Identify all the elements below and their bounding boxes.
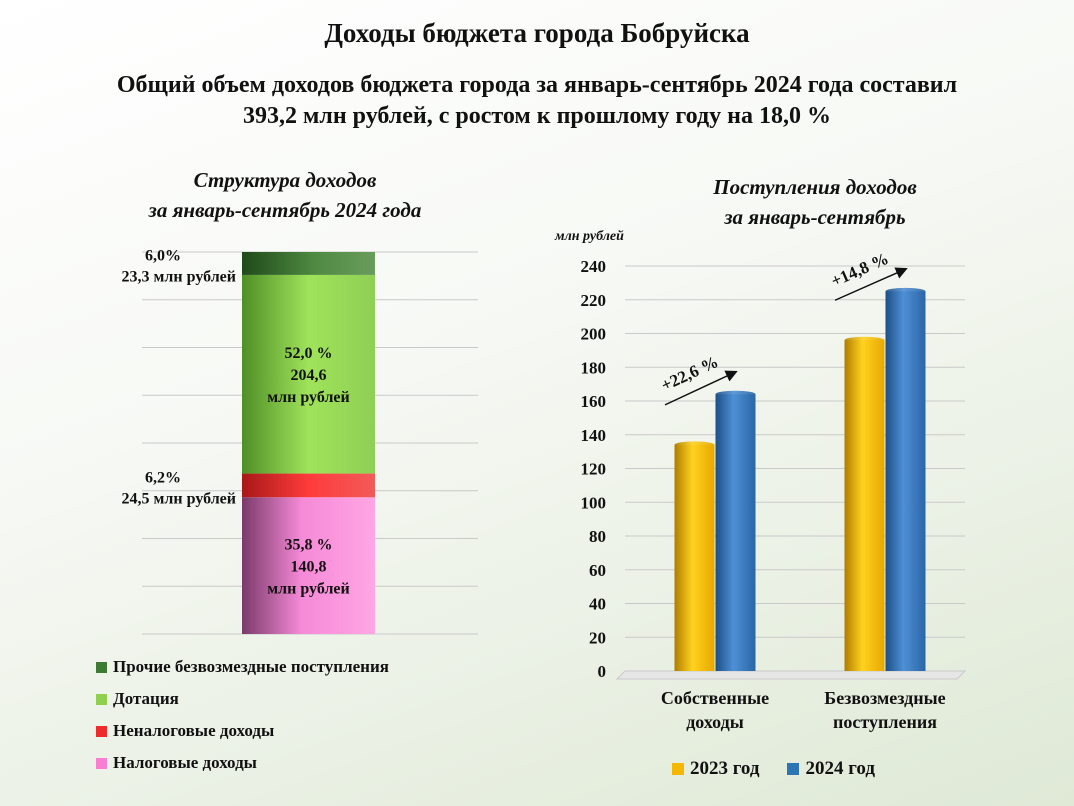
y-tick-label: 20 <box>589 628 606 647</box>
y-tick-label: 240 <box>581 257 607 276</box>
segment-nontax-value-label: 24,5 млн рублей <box>122 490 236 507</box>
subtitle-line-2: 393,2 млн рублей, с ростом к прошлому го… <box>243 103 831 129</box>
segment-tax-label: 140,8 <box>291 559 327 576</box>
structure-title-line-2: за январь-сентябрь 2024 года <box>148 198 422 222</box>
legend-item-2024: 2024 год <box>787 758 875 780</box>
legend-item-2023: 2023 год <box>672 758 759 780</box>
bar-2024-gratuitous-receipts <box>885 291 926 671</box>
x-category-label-own-revenue: Собственные <box>661 688 769 708</box>
segment-tax-label: млн рублей <box>267 581 349 598</box>
legend-label-tax: Налоговые доходы <box>113 753 257 772</box>
legend-label-2023: 2023 год <box>690 758 760 779</box>
legend-item-dotation: Дотация <box>96 688 389 710</box>
legend-label-2024: 2024 год <box>805 758 875 779</box>
segment-tax <box>242 497 375 634</box>
revenue-title-line-2: за январь-сентябрь <box>724 205 906 229</box>
legend-item-tax: Налоговые доходы <box>96 752 389 774</box>
y-tick-label: 140 <box>581 426 607 445</box>
y-tick-label: 100 <box>581 493 607 512</box>
structure-chart-title: Структура доходов за январь-сентябрь 202… <box>90 165 480 225</box>
segment-tax-label: 35,8 % <box>285 537 333 554</box>
bar-2024-own-revenue <box>715 394 756 671</box>
revenue-title-line-1: Поступления доходов <box>713 175 917 199</box>
legend-item-nontax: Неналоговые доходы <box>96 720 389 742</box>
structure-legend: Прочие безвозмездные поступления Дотация… <box>96 656 389 784</box>
bar-2024-gratuitous-receipts-cap <box>885 287 926 295</box>
legend-label-nontax: Неналоговые доходы <box>113 721 275 740</box>
page-subtitle: Общий объем доходов бюджета города за ян… <box>40 70 1034 132</box>
revenue-chart-title: Поступления доходов за январь-сентябрь <box>590 172 1040 232</box>
bar-2023-gratuitous-receipts <box>844 340 885 671</box>
y-tick-label: 200 <box>581 325 607 344</box>
legend-swatch-2024 <box>787 763 800 775</box>
page-title: Доходы бюджета города Бобруйска <box>324 18 750 48</box>
segment-other-percent-label: 6,0% <box>145 247 181 264</box>
segment-dotation-label: 204,6 <box>291 367 327 384</box>
segment-dotation-label: 52,0 % <box>285 345 333 362</box>
legend-label-other: Прочие безвозмездные поступления <box>113 657 389 676</box>
y-axis-unit-label: млн рублей <box>555 229 624 244</box>
y-tick-label: 220 <box>581 291 607 310</box>
segment-nontax <box>242 473 375 498</box>
growth-arrow-gratuitous-receipts <box>834 267 908 301</box>
y-tick-label: 120 <box>581 460 607 479</box>
y-tick-label: 160 <box>581 392 607 411</box>
growth-arrow-own-revenue <box>664 370 738 406</box>
y-tick-label: 180 <box>581 358 607 377</box>
legend-label-dotation: Дотация <box>113 689 179 708</box>
growth-label-gratuitous-receipts: +14,8 % <box>828 249 891 291</box>
y-tick-label: 60 <box>589 561 606 580</box>
structure-title-line-1: Структура доходов <box>193 168 377 192</box>
legend-swatch-nontax <box>96 725 107 737</box>
revenue-legend: 2023 год 2024 год <box>672 758 903 780</box>
x-category-label-gratuitous-receipts: поступления <box>833 712 937 732</box>
x-category-label-gratuitous-receipts: Безвозмездные <box>824 688 945 708</box>
bar-2023-gratuitous-receipts-cap <box>844 336 885 344</box>
segment-nontax-percent-label: 6,2% <box>145 469 181 486</box>
segment-dotation <box>242 274 375 474</box>
growth-label-own-revenue: +22,6 % <box>658 352 721 395</box>
y-tick-label: 80 <box>589 527 606 546</box>
legend-swatch-dotation <box>96 693 107 705</box>
legend-item-other: Прочие безвозмездные поступления <box>96 656 389 678</box>
segment-dotation-label: млн рублей <box>267 389 349 406</box>
bar-2023-own-revenue-cap <box>674 441 715 449</box>
y-tick-label: 0 <box>598 662 607 681</box>
legend-swatch-2023 <box>672 763 684 775</box>
segment-other <box>242 252 375 275</box>
bar-2023-own-revenue <box>674 444 715 671</box>
legend-swatch-tax <box>96 757 107 769</box>
x-category-label-own-revenue: доходы <box>686 712 744 732</box>
subtitle-line-1: Общий объем доходов бюджета города за ян… <box>116 72 958 98</box>
revenue-floor <box>615 670 967 680</box>
legend-swatch-other <box>96 661 107 673</box>
segment-other-value-label: 23,3 млн рублей <box>122 268 236 285</box>
bar-2024-own-revenue-cap <box>715 390 756 398</box>
y-tick-label: 40 <box>589 595 606 614</box>
